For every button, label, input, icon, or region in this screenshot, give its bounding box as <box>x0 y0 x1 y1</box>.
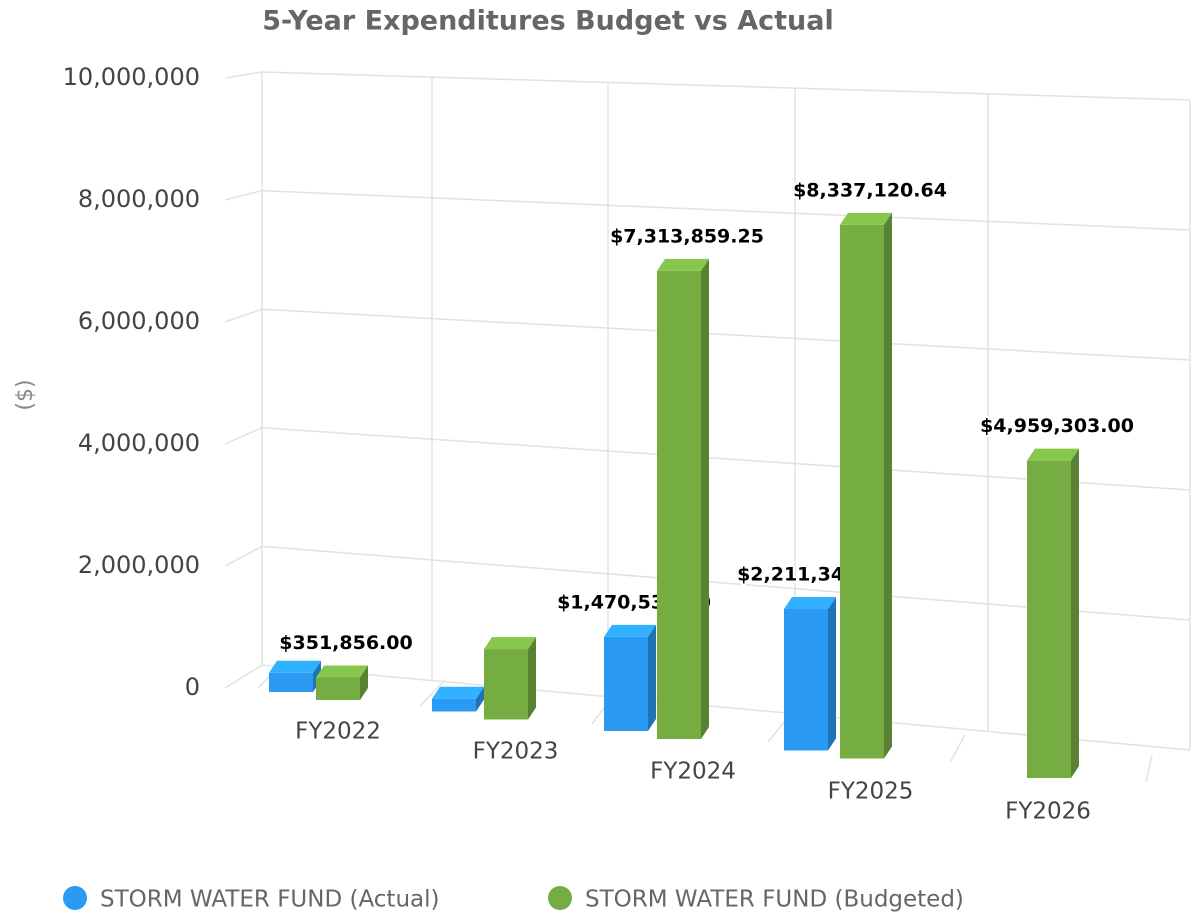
bar-top <box>784 596 836 609</box>
bar-top <box>604 624 656 637</box>
bar-top <box>657 258 709 271</box>
bar-front <box>604 636 648 731</box>
x-tick-label: FY2026 <box>1005 799 1091 825</box>
bar <box>657 258 709 739</box>
floor-divider <box>419 679 446 707</box>
bar <box>316 665 368 700</box>
bar-top <box>840 212 892 225</box>
bar <box>604 624 656 731</box>
data-label: $4,959,303.00 <box>980 415 1134 437</box>
legend-marker <box>548 886 572 910</box>
grid-line <box>224 189 1191 231</box>
bar-side <box>701 258 709 739</box>
x-tick-label: FY2025 <box>828 779 914 805</box>
y-axis-label: ($) <box>13 379 38 410</box>
bar-front <box>484 649 528 720</box>
grid-line <box>224 71 1191 101</box>
chart-title: 5-Year Expenditures Budget vs Actual <box>262 6 834 37</box>
y-tick-label: 4,000,000 <box>78 429 200 457</box>
floor-divider <box>1145 754 1153 783</box>
bar <box>784 596 836 751</box>
bar-top <box>1027 448 1079 461</box>
bar-top <box>269 660 321 673</box>
data-label: $351,856.00 <box>279 632 412 654</box>
legend-label: STORM WATER FUND (Budgeted) <box>585 887 964 913</box>
bar-front <box>432 698 476 712</box>
bar-front <box>1027 460 1071 778</box>
bar <box>432 686 484 712</box>
y-tick-label: 6,000,000 <box>78 307 200 335</box>
floor-divider <box>949 734 966 763</box>
bar <box>484 637 536 720</box>
bar-top <box>432 686 484 699</box>
bar-side <box>528 637 536 720</box>
data-label: $7,313,859.25 <box>610 225 764 247</box>
data-label: $8,337,120.64 <box>793 179 947 201</box>
bar-side <box>1071 448 1079 778</box>
bar <box>269 660 321 692</box>
bar <box>840 212 892 759</box>
x-tick-label: FY2022 <box>295 719 381 745</box>
x-tick-label: FY2024 <box>650 759 736 785</box>
x-tick-label: FY2023 <box>473 739 559 765</box>
y-tick-label: 2,000,000 <box>78 551 200 579</box>
y-tick-label: 0 <box>185 673 200 701</box>
bar-front <box>840 224 884 759</box>
bar-top <box>484 637 536 650</box>
legend-label: STORM WATER FUND (Actual) <box>100 887 440 913</box>
bar-top <box>316 665 368 678</box>
y-tick-label: 10,000,000 <box>63 63 200 91</box>
bar-front <box>657 270 701 739</box>
bar-front <box>784 608 828 751</box>
bar-front <box>269 672 313 692</box>
bar-side <box>884 212 892 759</box>
y-tick-label: 8,000,000 <box>78 185 200 213</box>
bar-side <box>476 686 484 712</box>
bar-side <box>360 665 368 700</box>
bar <box>1027 448 1079 778</box>
legend-marker <box>63 886 87 910</box>
bar-front <box>316 677 360 700</box>
bar-side <box>648 624 656 731</box>
bar-side <box>828 596 836 751</box>
